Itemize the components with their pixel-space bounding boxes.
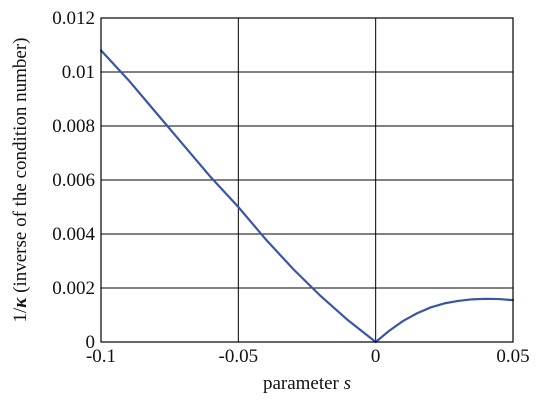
y-tick-label: 0.012 xyxy=(52,8,95,29)
y-tick-label: 0.008 xyxy=(52,116,95,137)
y-axis-label: 1/κ (inverse of the condition number) xyxy=(10,38,31,323)
y-tick-label: 0.002 xyxy=(52,278,95,299)
x-tick-labels: -0.1 -0.05 0 0.05 xyxy=(86,346,530,367)
plot-frame xyxy=(100,17,514,343)
series-line xyxy=(99,49,515,344)
grid-lines xyxy=(100,17,514,343)
x-tick-label: 0.05 xyxy=(496,346,529,367)
y-tick-labels: 0 0.002 0.004 0.006 0.008 0.01 0.012 xyxy=(52,8,95,353)
x-tick-label: 0 xyxy=(371,346,381,367)
y-tick-label: 0.006 xyxy=(52,170,95,191)
series-layer xyxy=(99,49,515,344)
y-tick-label: 0 xyxy=(86,332,96,353)
x-axis-label: parameter s xyxy=(263,373,351,394)
y-tick-label: 0.004 xyxy=(52,224,95,245)
y-tick-label: 0.01 xyxy=(62,62,95,83)
x-tick-label: -0.05 xyxy=(219,346,259,367)
x-tick-label: -0.1 xyxy=(86,346,116,367)
